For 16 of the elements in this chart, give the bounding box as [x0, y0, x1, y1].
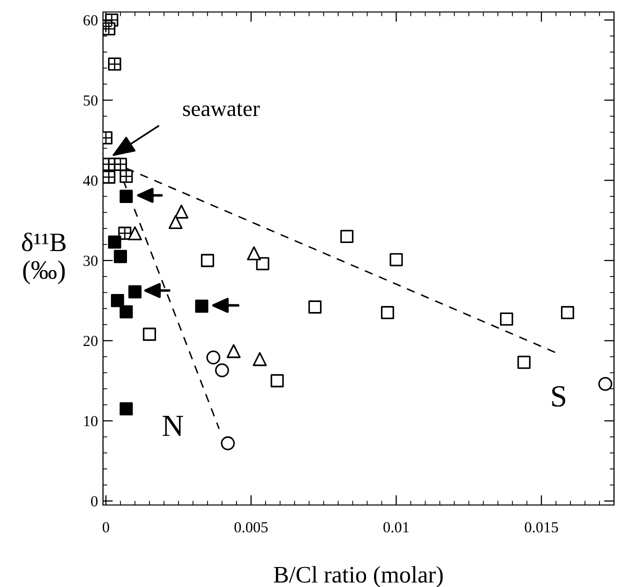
x-tick-label: 0 [102, 522, 110, 532]
annotation: seawater [183, 103, 260, 116]
x-tick-label: 0.01 [383, 522, 409, 532]
y-tick-label: 30 [84, 256, 98, 266]
y-tick-label: 40 [83, 175, 98, 186]
x-tick-label: 0.005 [234, 522, 268, 532]
annotation: S [552, 386, 566, 407]
y-tick-label: 0 [91, 496, 98, 506]
y-axis-title: δ¹¹B (‰) [22, 232, 66, 284]
x-tick-label: 0.015 [524, 522, 558, 532]
y-tick-label: 60 [84, 15, 98, 26]
x-axis-title: B/Cl ratio (molar) [274, 566, 443, 587]
y-tick-label: 20 [84, 336, 98, 346]
y-tick-label: 50 [84, 95, 98, 106]
y-tick-label: 10 [84, 416, 98, 426]
annotation: N [162, 416, 184, 436]
